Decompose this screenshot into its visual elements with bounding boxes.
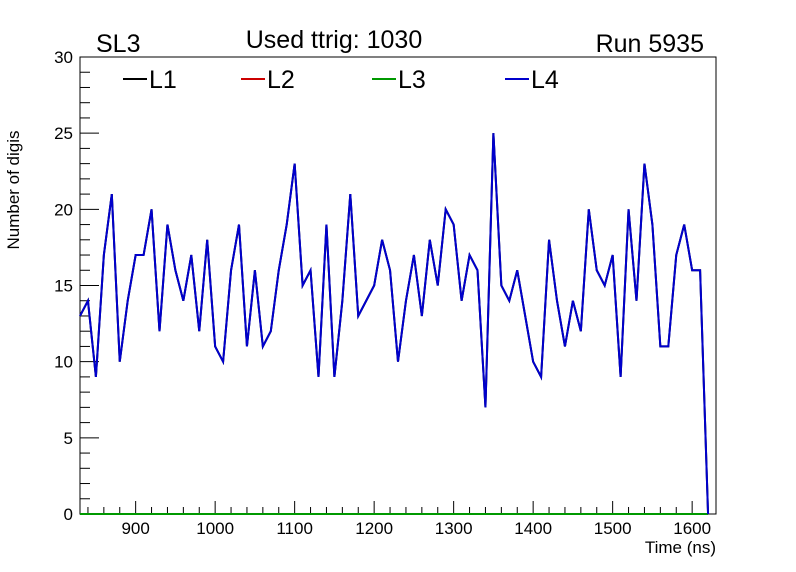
y-tick-label: 20 <box>54 200 73 219</box>
x-tick-label: 1400 <box>514 519 552 538</box>
x-tick-label: 900 <box>121 519 149 538</box>
legend-label-l3: L3 <box>398 66 426 94</box>
y-tick-label: 15 <box>54 277 73 296</box>
plot-frame <box>79 56 717 515</box>
series-line-l4 <box>79 133 710 515</box>
x-tick-label: 1000 <box>196 519 234 538</box>
superlayer-label: SL3 <box>96 30 140 58</box>
x-axis: 900 1000 1100 1200 1300 1400 1500 1600 <box>87 501 711 538</box>
y-tick-label: 5 <box>64 429 73 448</box>
x-tick-label: 1600 <box>673 519 711 538</box>
y-tick-label: 25 <box>54 124 73 143</box>
x-tick-label: 1300 <box>435 519 473 538</box>
chart-title: Used ttrig: 1030 <box>246 26 423 54</box>
y-axis: 0 5 10 15 20 25 30 <box>54 48 99 524</box>
legend: L1 L2 L3 L4 <box>123 66 559 94</box>
y-tick-label: 30 <box>54 48 73 67</box>
x-tick-label: 1500 <box>594 519 632 538</box>
legend-label-l4: L4 <box>531 66 559 94</box>
x-tick-label: 1100 <box>276 519 313 538</box>
series-layer <box>79 133 710 515</box>
legend-label-l1: L1 <box>149 66 177 94</box>
run-label: Run 5935 <box>596 30 704 58</box>
y-tick-label: 10 <box>54 353 73 372</box>
x-axis-title: Time (ns) <box>645 538 716 557</box>
legend-label-l2: L2 <box>267 66 295 94</box>
y-axis-title: Number of digis <box>4 130 23 249</box>
x-tick-label: 1200 <box>355 519 393 538</box>
y-tick-label: 0 <box>64 505 73 524</box>
